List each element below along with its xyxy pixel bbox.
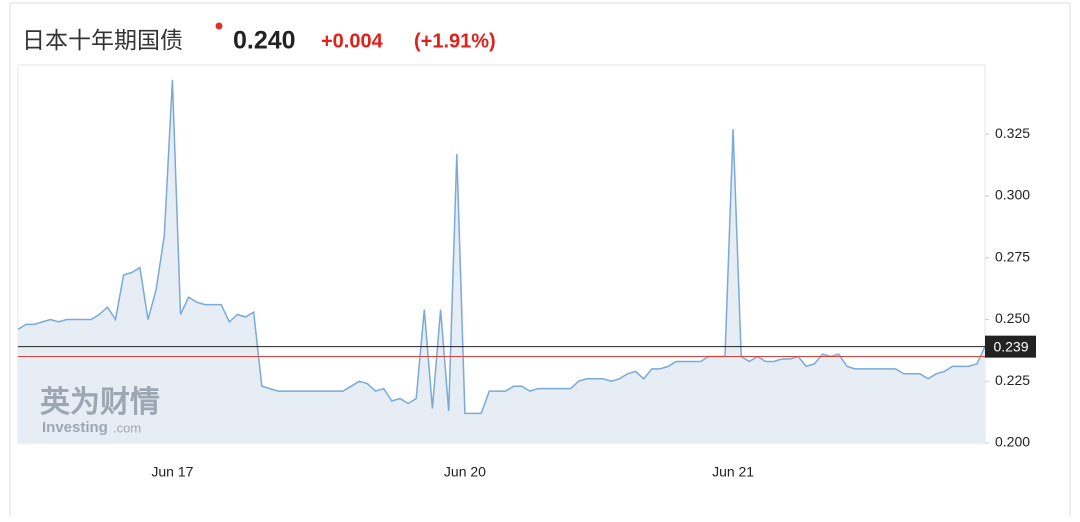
- y-tick-label: 0.325: [995, 125, 1030, 141]
- price: 0.240: [233, 27, 296, 55]
- change: +0.004: [321, 30, 384, 52]
- y-tick-label: 0.225: [995, 372, 1030, 388]
- watermark-domain: .com: [113, 420, 141, 435]
- x-tick-label: Jun 17: [151, 464, 193, 480]
- y-tick-label: 0.200: [995, 434, 1030, 450]
- current-badge: [985, 335, 1036, 358]
- area: [18, 79, 985, 444]
- y-tick-label: 0.300: [995, 187, 1030, 203]
- chart-title: 日本十年期国债: [22, 27, 183, 53]
- watermark-site: Investing: [42, 419, 108, 436]
- watermark-brand: 英为财情: [40, 386, 160, 419]
- x-tick-label: Jun 21: [712, 464, 754, 480]
- live-dot: [215, 22, 223, 30]
- current-label: 0.239: [993, 338, 1028, 354]
- card-border: [9, 2, 1071, 522]
- line: [17, 79, 986, 415]
- y-tick-label: 0.250: [995, 310, 1030, 326]
- change-percent: (+1.91%): [414, 30, 496, 52]
- y-tick-label: 0.275: [995, 248, 1030, 264]
- x-tick-label: Jun 20: [444, 464, 486, 480]
- plot: 0.200 0.225 0.250 0.275 0.300 0.325 Jun 17 Jun …: [17, 64, 1036, 480]
